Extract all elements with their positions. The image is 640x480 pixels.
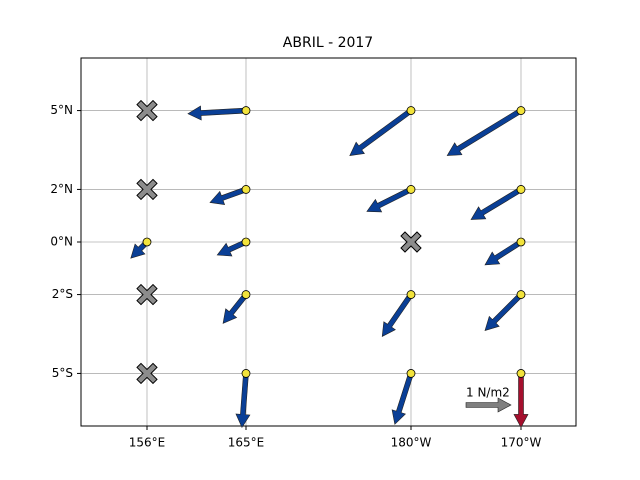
missing-marker — [400, 231, 422, 253]
y-tick-label: 2°S — [52, 287, 73, 301]
x-tick-label: 170°W — [501, 436, 542, 450]
chart-title: ABRIL - 2017 — [283, 35, 373, 51]
vector-arrow — [470, 186, 523, 220]
vector-arrow — [391, 372, 414, 425]
plot-frame — [80, 57, 577, 427]
vector-origin — [241, 290, 251, 299]
vector-arrow — [235, 372, 251, 429]
vector-origin — [516, 290, 526, 299]
vector-origin — [516, 369, 526, 378]
vector-origin — [406, 369, 416, 378]
vector-arrow — [513, 373, 529, 429]
missing-marker — [136, 362, 158, 385]
missing-marker — [136, 99, 158, 122]
vector-origin — [241, 369, 251, 378]
vector-arrow — [209, 186, 248, 205]
y-tick-label: 5°S — [52, 366, 73, 380]
vector-origin — [406, 106, 416, 115]
vector-arrow — [222, 292, 249, 324]
x-tick-label: 156°E — [129, 436, 166, 450]
vector-origin — [241, 185, 251, 194]
x-tick-label: 165°E — [228, 436, 265, 450]
vector-origin — [516, 237, 526, 247]
vector-arrow — [446, 108, 523, 156]
vector-origin — [516, 185, 526, 194]
vector-origin — [241, 237, 251, 247]
vector-arrow — [484, 239, 523, 266]
vector-arrow — [366, 186, 413, 213]
missing-marker — [136, 178, 158, 201]
vector-origin — [406, 185, 416, 194]
key-label: 1 N/m2 — [466, 386, 510, 400]
y-tick-label: 0°N — [50, 235, 73, 249]
vector-arrow — [484, 292, 524, 332]
missing-marker — [136, 283, 158, 306]
vector-origin — [516, 106, 526, 115]
y-tick-label: 5°N — [50, 103, 73, 117]
vector-arrow — [187, 105, 247, 121]
key-arrow — [465, 397, 512, 413]
vector-origin — [142, 237, 152, 247]
vector-arrow — [381, 292, 414, 337]
vector-origin — [241, 106, 251, 115]
vector-arrow — [349, 108, 413, 156]
y-tick-label: 2°N — [50, 182, 73, 196]
x-tick-label: 180°W — [391, 436, 432, 450]
vector-origin — [406, 290, 416, 299]
